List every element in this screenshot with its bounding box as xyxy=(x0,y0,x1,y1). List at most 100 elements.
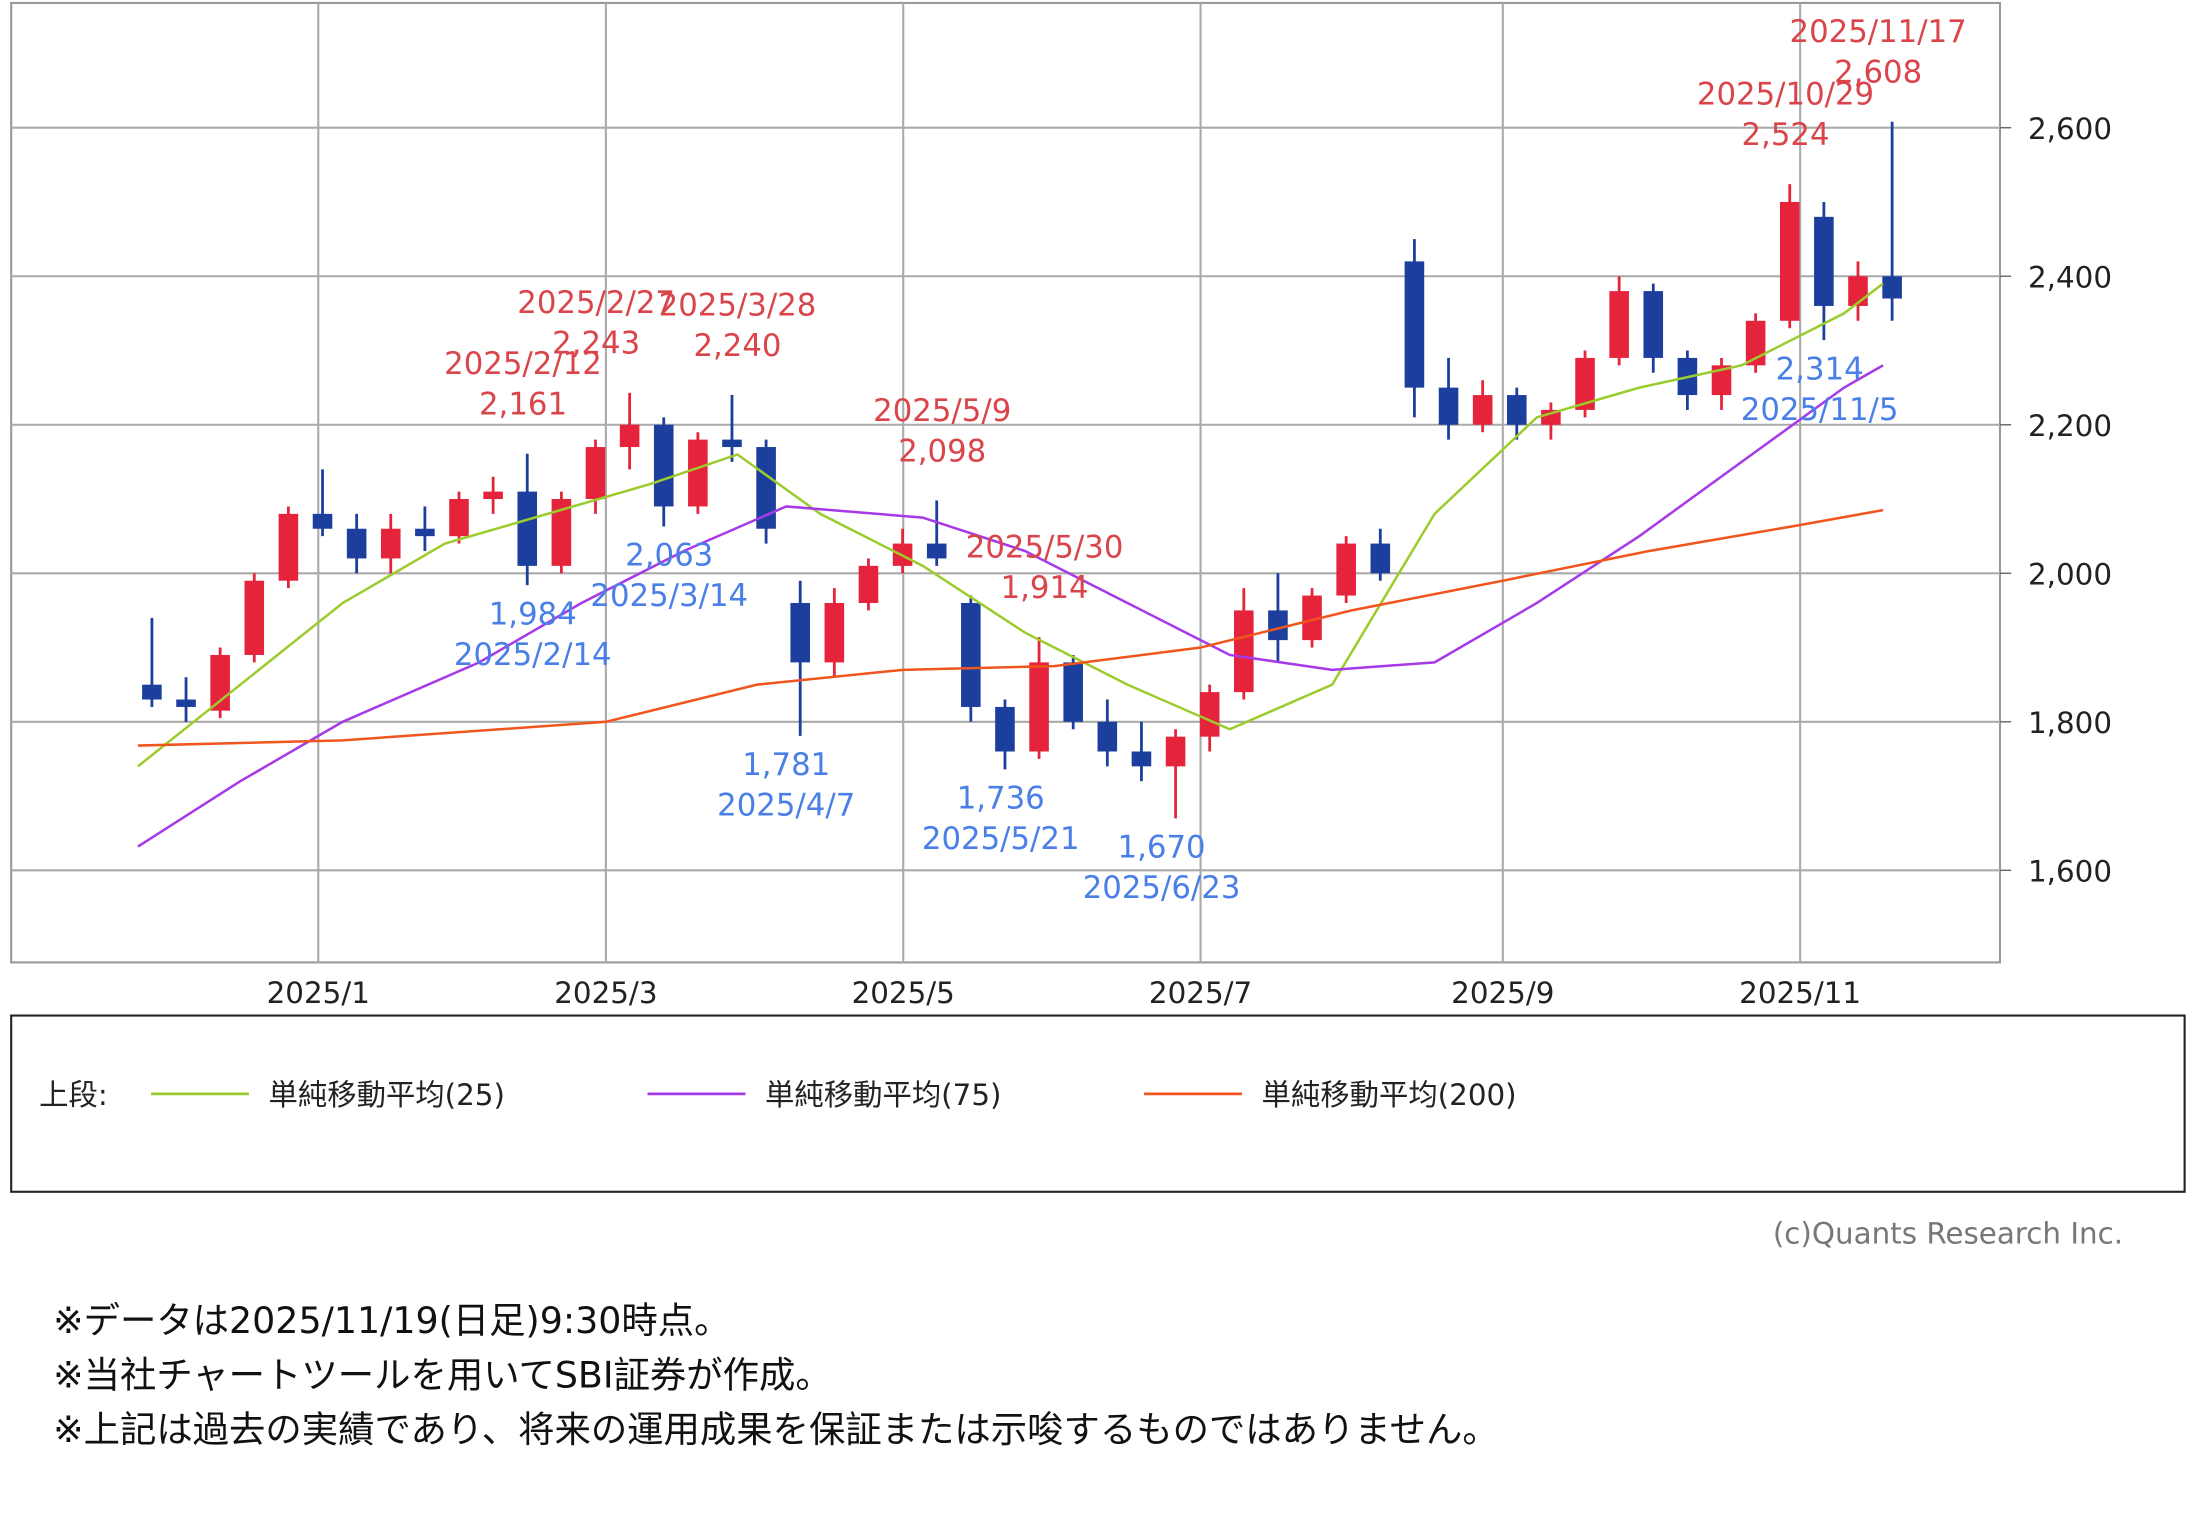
plot-frame xyxy=(10,1,2002,964)
candle-body xyxy=(1131,751,1152,767)
candle-body xyxy=(824,602,845,663)
annotation-date: 2025/2/14 xyxy=(454,637,612,673)
candle-body xyxy=(1199,692,1220,737)
candle-body xyxy=(1302,595,1322,641)
annotation-date: 2025/2/27 xyxy=(517,285,675,321)
annotation-value: 2,161 xyxy=(479,387,567,423)
annotation-date: 2025/3/28 xyxy=(659,287,817,323)
candle-body xyxy=(380,528,401,559)
credit: (c)Quants Research Inc. xyxy=(1773,1217,2123,1251)
legend-label: 単純移動平均(75) xyxy=(765,1078,1001,1112)
candle-body xyxy=(1268,610,1288,641)
moving-average-line xyxy=(137,282,1884,768)
annotation-value: 2,608 xyxy=(1834,55,1922,91)
candle-body xyxy=(1472,395,1493,425)
annotation-value: 2,098 xyxy=(898,433,986,469)
candle-body xyxy=(1404,261,1425,388)
annotation-date: 2025/10/29 xyxy=(1697,76,1874,112)
x-tick-label: 2025/7 xyxy=(1149,976,1252,1010)
candle-body xyxy=(1779,201,1800,321)
annotation-date: 2025/3/14 xyxy=(590,578,748,614)
x-tick-label: 2025/1 xyxy=(267,976,370,1010)
candle-body xyxy=(142,684,162,700)
candle-body xyxy=(1506,395,1527,425)
candle-body xyxy=(1609,291,1629,358)
annotation-date: 2025/6/23 xyxy=(1083,870,1241,906)
annotation-value: 2,314 xyxy=(1776,351,1864,387)
annotation-date: 2025/2/12 xyxy=(444,346,602,382)
candle-body xyxy=(244,580,265,655)
candle-body xyxy=(1029,662,1049,752)
candle-body xyxy=(1063,662,1083,722)
candle-body xyxy=(722,439,742,448)
annotation-date: 2025/11/5 xyxy=(1741,392,1899,428)
legend-prefix: 上段: xyxy=(39,1078,108,1112)
annotation-value: 2,243 xyxy=(552,326,640,362)
candle-body xyxy=(995,706,1015,752)
candle-body xyxy=(688,439,708,507)
candle-body xyxy=(176,699,196,707)
annotation-date: 2025/5/30 xyxy=(966,529,1124,565)
y-tick-label: 1,600 xyxy=(2028,855,2112,889)
moving-average-line xyxy=(137,364,1884,848)
candle-body xyxy=(1643,291,1664,358)
annotation-date: 2025/4/7 xyxy=(717,788,855,824)
candle-body xyxy=(1882,276,1902,299)
candle-body xyxy=(858,565,879,603)
legend-label: 単純移動平均(25) xyxy=(269,1078,505,1112)
moving-average-line xyxy=(137,508,1884,747)
candle-body xyxy=(926,543,947,559)
candle-body xyxy=(619,424,640,448)
candle-body xyxy=(585,447,606,500)
candle-body xyxy=(1336,543,1356,596)
candle-body xyxy=(312,513,333,529)
note: ※当社チャートツールを用いてSBI証券が作成。 xyxy=(53,1354,832,1397)
candle-body xyxy=(1814,216,1834,306)
candle-body xyxy=(1097,721,1118,752)
y-tick-label: 2,600 xyxy=(2028,112,2112,146)
candle-body xyxy=(1575,357,1595,410)
y-tick-label: 2,200 xyxy=(2028,409,2112,443)
x-tick-label: 2025/5 xyxy=(852,976,955,1010)
annotation-value: 1,736 xyxy=(957,780,1045,816)
candle-body xyxy=(346,528,367,559)
candle-body xyxy=(551,499,572,566)
note: ※上記は過去の実績であり、将来の運用成果を保証または示唆するものではありません。 xyxy=(53,1408,1499,1451)
candle-body xyxy=(517,491,538,566)
x-tick-label: 2025/3 xyxy=(554,976,657,1010)
x-tick-label: 2025/9 xyxy=(1451,976,1554,1010)
candle-body xyxy=(1370,543,1391,574)
annotation-value: 2,063 xyxy=(625,538,713,574)
candle-body xyxy=(1438,387,1459,425)
annotation-value: 1,670 xyxy=(1118,830,1206,866)
y-tick-label: 2,400 xyxy=(2028,260,2112,294)
annotation-value: 1,781 xyxy=(742,747,830,783)
candle-body xyxy=(961,602,981,707)
candle-body xyxy=(415,528,435,537)
legend-box xyxy=(10,1014,2186,1193)
annotation-date: 2025/5/21 xyxy=(922,821,1080,857)
annotation-value: 2,524 xyxy=(1741,117,1829,153)
candle-body xyxy=(1234,610,1254,693)
candle-body xyxy=(1165,736,1186,767)
note: ※データは2025/11/19(日足)9:30時点。 xyxy=(53,1299,730,1342)
candle-body xyxy=(653,424,674,507)
annotation-date: 2025/5/9 xyxy=(873,393,1011,429)
candle-body xyxy=(790,602,811,663)
annotation-value: 2,240 xyxy=(693,328,781,364)
y-tick-label: 2,000 xyxy=(2028,557,2112,591)
legend-label: 単純移動平均(200) xyxy=(1262,1078,1517,1112)
candle-body xyxy=(1745,320,1766,366)
annotation-value: 1,914 xyxy=(1001,570,1089,606)
annotation-date: 2025/11/17 xyxy=(1790,14,1967,50)
candle-body xyxy=(449,499,469,537)
candle-body xyxy=(756,447,776,529)
candle-body xyxy=(278,513,299,581)
candle-body xyxy=(483,491,503,500)
candle-body xyxy=(1711,365,1732,396)
y-tick-label: 1,800 xyxy=(2028,706,2112,740)
x-tick-label: 2025/11 xyxy=(1739,976,1861,1010)
annotation-value: 1,984 xyxy=(489,596,577,632)
